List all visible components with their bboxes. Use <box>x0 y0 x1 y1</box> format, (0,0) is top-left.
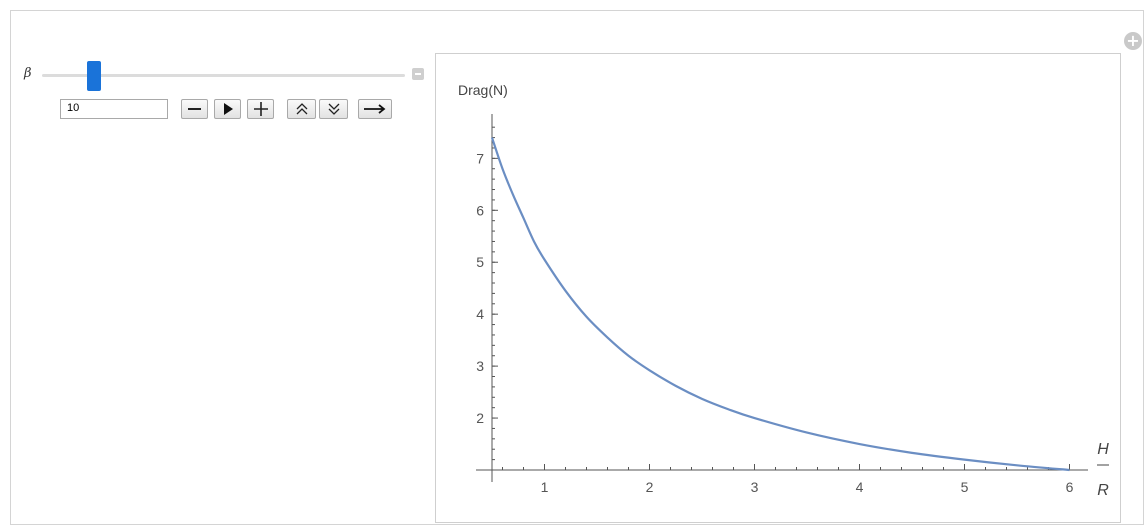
faster-button[interactable] <box>287 99 316 119</box>
y-axis-label: Drag(N) <box>458 82 508 98</box>
arrow-right-icon <box>364 104 386 114</box>
slider-value-field[interactable]: 10 <box>60 99 168 119</box>
plot-panel: Drag(N) H R 1 2 3 4 5 6 2 3 4 5 6 7 <box>435 53 1121 523</box>
double-chevron-down-icon <box>328 103 339 115</box>
play-icon <box>223 103 233 115</box>
slower-button[interactable] <box>319 99 348 119</box>
slider-thumb[interactable] <box>87 61 102 91</box>
x-tick-label: 2 <box>646 479 654 495</box>
x-tick-label: 6 <box>1066 479 1074 495</box>
y-tick-label: 2 <box>476 410 484 426</box>
y-tick-label: 5 <box>476 254 484 270</box>
x-axis-label-denominator: R <box>1097 482 1109 499</box>
minus-icon <box>188 108 201 110</box>
slider-label: β <box>24 66 32 81</box>
y-tick-label: 3 <box>476 358 484 374</box>
plus-icon <box>253 102 268 116</box>
x-tick-label: 1 <box>541 479 549 495</box>
double-chevron-up-icon <box>296 103 307 115</box>
plus-icon[interactable]: + <box>1124 32 1142 50</box>
drag-chart: Drag(N) H R 1 2 3 4 5 6 2 3 4 5 6 7 <box>458 82 1109 499</box>
x-tick-label: 4 <box>856 479 864 495</box>
y-tick-label: 4 <box>476 306 484 322</box>
play-button[interactable] <box>214 99 241 119</box>
x-tick-label: 5 <box>961 479 969 495</box>
beta-slider[interactable] <box>42 74 405 77</box>
x-tick-label: 3 <box>751 479 759 495</box>
x-axis-label-numerator: H <box>1097 441 1109 458</box>
decrement-button[interactable] <box>181 99 208 119</box>
drag-curve <box>490 137 1070 472</box>
y-tick-label: 6 <box>476 202 484 218</box>
direction-button[interactable] <box>358 99 392 119</box>
y-tick-label: 7 <box>476 150 484 166</box>
increment-button[interactable] <box>247 99 274 119</box>
collapse-controls-icon[interactable] <box>412 68 424 80</box>
